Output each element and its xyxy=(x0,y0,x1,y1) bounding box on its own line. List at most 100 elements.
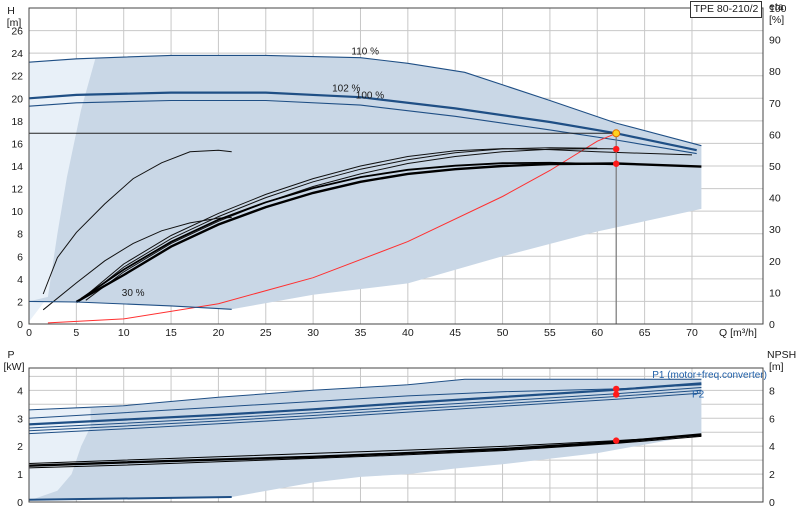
y-tick-label: 10 xyxy=(11,206,23,218)
head-plot-frame xyxy=(28,7,764,325)
y-axis-label-1: H xyxy=(7,5,15,17)
x-tick-label: 35 xyxy=(355,327,367,339)
power-curve-0 xyxy=(28,384,702,419)
npsh-curve-0 xyxy=(28,433,702,467)
y2-tick-label: 70 xyxy=(769,98,781,110)
head-curve-2 xyxy=(28,99,697,155)
efficiency-curve-2 xyxy=(85,148,693,296)
y2-tick-label: 30 xyxy=(769,224,781,236)
duty-point-p2 xyxy=(613,391,620,398)
p-axis-label-1: P xyxy=(7,349,14,361)
p-tick-label: 4 xyxy=(17,385,23,397)
curve-label: 102 % xyxy=(332,84,360,95)
p-tick-label: 1 xyxy=(17,469,23,481)
power-chart-curves: P1 (motor+freq.converter) P2 xyxy=(28,370,767,501)
npsh-axis-label-2: [m] xyxy=(769,361,784,373)
p-tick-label: 3 xyxy=(17,413,23,425)
y-tick-label: 6 xyxy=(17,251,23,263)
y-tick-label: 24 xyxy=(11,48,23,60)
y-axis-label-2: [m] xyxy=(7,17,22,29)
x-tick-label: 5 xyxy=(73,327,79,339)
head-chart-axes: 0 5 10 15 20 25 30 35 40 45 50 55 60 65 70 Q [m³/h]0246… xyxy=(7,1,787,339)
npsh-tick-label: 4 xyxy=(769,441,775,453)
head-curve-1 xyxy=(28,91,697,152)
y2-tick-label: 100 xyxy=(769,3,787,15)
efficiency-curve-second xyxy=(80,161,617,300)
x-tick-label: 25 xyxy=(260,327,272,339)
y-tick-label: 16 xyxy=(11,138,23,150)
power-plot-frame xyxy=(28,367,764,503)
y2-tick-label: 90 xyxy=(769,35,781,47)
x-tick-label: 55 xyxy=(544,327,556,339)
x-tick-label: 15 xyxy=(165,327,177,339)
y-tick-label: 12 xyxy=(11,184,23,196)
duty-point-eta-total xyxy=(613,160,620,167)
power-chart-axes: 0 1 2 3 4 P[kW] 0 2 4 6 8 NPSH[m] xyxy=(4,349,797,509)
y-tick-label: 26 xyxy=(11,26,23,38)
curve-label: 30 % xyxy=(122,288,145,299)
npsh-axis-label-1: NPSH xyxy=(767,349,796,361)
npsh-tick-label: 8 xyxy=(769,385,775,397)
duty-point-p1 xyxy=(613,385,620,393)
y2-axis-label-2: [%] xyxy=(769,14,784,26)
y-tick-label: 4 xyxy=(17,274,23,286)
y2-tick-label: 0 xyxy=(769,319,775,331)
x-tick-label: 40 xyxy=(402,327,414,339)
y-tick-label: 22 xyxy=(11,71,23,83)
x-tick-label: 50 xyxy=(497,327,509,339)
head-curve-30 xyxy=(28,300,232,310)
y2-tick-label: 60 xyxy=(769,129,781,141)
y-tick-label: 8 xyxy=(17,229,23,241)
curve-label: 100 % xyxy=(356,90,384,101)
x-tick-label: 65 xyxy=(639,327,651,339)
y2-tick-label: 50 xyxy=(769,161,781,173)
x-tick-label: 0 xyxy=(26,327,32,339)
small-flow-curve xyxy=(28,496,232,501)
duty-point-head xyxy=(612,129,621,138)
npsh-tick-label: 6 xyxy=(769,413,775,425)
power-envelope-edge xyxy=(28,378,702,411)
low-flow-zone-inner xyxy=(29,58,96,302)
x-axis-label: Q [m³/h] xyxy=(719,327,757,339)
duty-point-npsh xyxy=(613,437,620,444)
p-tick-label: 0 xyxy=(17,497,23,509)
power-curve-2 xyxy=(28,387,702,429)
model-label: TPE 80-210/2 xyxy=(690,1,762,18)
efficiency-curve-4 xyxy=(42,217,232,311)
series-label: P2 xyxy=(692,389,705,400)
x-tick-label: 60 xyxy=(591,327,603,339)
power-curve-1 xyxy=(28,382,702,426)
y2-tick-label: 20 xyxy=(769,256,781,268)
x-tick-label: 20 xyxy=(213,327,225,339)
p-axis-label-2: [kW] xyxy=(4,361,25,373)
y-tick-label: 18 xyxy=(11,116,23,128)
power-curve-4 xyxy=(28,392,702,435)
efficiency-curve-main xyxy=(75,162,702,303)
series-label: P1 (motor+freq.converter) xyxy=(652,370,767,381)
x-tick-label: 10 xyxy=(118,327,130,339)
p-tick-label: 2 xyxy=(17,441,23,453)
x-tick-label: 30 xyxy=(307,327,319,339)
y2-axis-label-1: eta xyxy=(769,1,784,13)
head-chart-curves: 110 % 102 %100 % 30 % xyxy=(28,46,702,324)
power-curve-3 xyxy=(28,389,702,432)
npsh-curve-2 xyxy=(28,435,702,469)
y-tick-label: 0 xyxy=(17,319,23,331)
npsh-tick-label: 0 xyxy=(769,497,775,509)
npsh-curve-1 xyxy=(28,435,702,464)
efficiency-curve-3 xyxy=(42,149,232,295)
npsh-tick-label: 2 xyxy=(769,469,775,481)
head-curve-0 xyxy=(28,54,702,147)
y2-tick-label: 10 xyxy=(769,287,781,299)
y-tick-label: 2 xyxy=(17,296,23,308)
y-tick-label: 20 xyxy=(11,93,23,105)
duty-point-eta xyxy=(613,145,620,153)
curve-label: 110 % xyxy=(351,46,379,57)
x-tick-label: 70 xyxy=(686,327,698,339)
x-tick-label: 45 xyxy=(449,327,461,339)
power-envelope xyxy=(29,379,702,500)
y2-tick-label: 40 xyxy=(769,193,781,205)
y-tick-label: 14 xyxy=(11,161,23,173)
y2-tick-label: 80 xyxy=(769,66,781,78)
